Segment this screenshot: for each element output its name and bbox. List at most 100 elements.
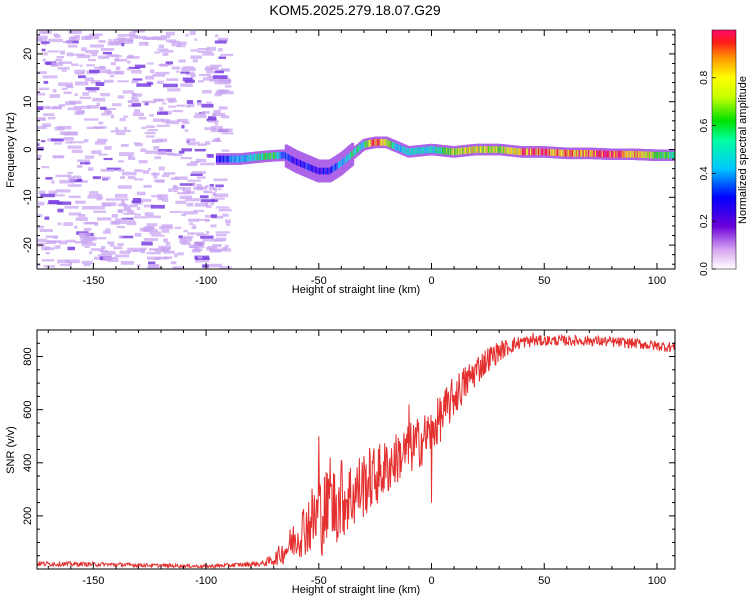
noise-speck <box>186 104 191 108</box>
noise-speck <box>185 198 200 202</box>
snr-panel: -150 -100 -50 0 50 100 200 400 600 800 Height of … <box>5 329 676 596</box>
x-tick-label: 100 <box>648 575 666 587</box>
noise-speck <box>74 69 86 74</box>
noise-speck <box>57 208 64 213</box>
noise-speck <box>84 77 94 82</box>
noise-speck <box>144 132 156 135</box>
noise-speck <box>92 176 101 180</box>
noise-speck <box>224 244 229 249</box>
noise-speck <box>210 130 221 133</box>
noise-speck <box>139 247 147 250</box>
x-tick-label: 100 <box>648 275 666 287</box>
noise-speck <box>89 69 100 73</box>
noise-speck <box>158 245 171 250</box>
noise-speck <box>143 184 152 188</box>
noise-speck <box>191 226 197 229</box>
noise-speck <box>209 78 224 82</box>
noise-speck <box>65 84 73 88</box>
noise-speck <box>213 75 228 79</box>
noise-speck <box>112 38 126 43</box>
noise-speck <box>197 218 210 221</box>
noise-speck <box>170 210 183 213</box>
noise-speck <box>121 200 125 204</box>
noise-speck <box>87 58 97 62</box>
noise-speck <box>158 166 165 171</box>
noise-speck <box>134 178 144 181</box>
noise-speck <box>92 237 107 240</box>
noise-speck <box>61 69 67 72</box>
noise-speck <box>54 34 61 38</box>
noise-speck <box>44 62 52 65</box>
noise-speck <box>179 195 193 200</box>
noise-speck <box>220 115 230 119</box>
noise-speck <box>183 211 198 215</box>
noise-speck <box>83 238 97 241</box>
noise-speck <box>202 238 217 242</box>
noise-speck <box>56 201 72 205</box>
noise-speck <box>88 167 94 171</box>
noise-speck <box>102 51 112 55</box>
noise-speck <box>143 204 154 208</box>
noise-speck <box>195 158 207 163</box>
noise-speck <box>212 215 224 219</box>
noise-speck <box>103 157 113 161</box>
noise-speck <box>66 52 74 57</box>
noise-speck <box>52 105 62 110</box>
noise-speck <box>59 179 75 184</box>
noise-speck <box>159 50 174 53</box>
noise-speck <box>97 217 112 221</box>
noise-speck <box>189 222 194 226</box>
noise-speck <box>152 73 166 77</box>
noise-speck <box>151 195 162 198</box>
noise-speck <box>38 201 45 206</box>
noise-speck <box>84 35 100 40</box>
noise-speck <box>215 233 227 237</box>
noise-speck <box>145 42 149 46</box>
noise-speck <box>37 154 42 157</box>
noise-speck <box>220 68 230 71</box>
noise-speck <box>129 34 138 39</box>
noise-speck <box>128 155 132 159</box>
noise-speck <box>38 190 46 195</box>
noise-speck <box>144 101 149 106</box>
y-tick-label: 0 <box>22 146 34 152</box>
x-tick-label: -100 <box>195 275 217 287</box>
noise-speck <box>85 49 99 54</box>
noise-speck <box>98 40 106 43</box>
noise-speck <box>67 246 75 251</box>
noise-speck <box>195 257 210 260</box>
noise-speck <box>54 142 62 145</box>
noise-speck <box>172 187 185 190</box>
noise-speck <box>163 238 168 243</box>
noise-speck <box>117 243 124 246</box>
noise-speck <box>181 148 192 152</box>
noise-speck <box>115 254 130 258</box>
noise-speck <box>188 103 195 107</box>
noise-speck <box>114 218 127 222</box>
noise-speck <box>178 150 185 154</box>
noise-speck <box>166 97 176 101</box>
noise-speck <box>82 92 89 96</box>
noise-speck <box>121 203 125 207</box>
noise-speck <box>107 258 119 263</box>
noise-speck <box>146 267 161 269</box>
noise-speck <box>214 239 224 242</box>
snr-axes: -150 -100 -50 0 50 100 200 400 600 800 <box>22 330 675 587</box>
x-tick-label: 0 <box>428 275 434 287</box>
noise-speck <box>209 187 215 190</box>
noise-speck <box>157 194 168 199</box>
noise-speck <box>126 220 136 223</box>
noise-speck <box>162 102 167 105</box>
noise-speck <box>174 267 181 269</box>
noise-speck <box>131 97 139 101</box>
noise-speck <box>184 129 189 132</box>
y-tick-label: 800 <box>22 347 34 365</box>
noise-speck <box>148 261 156 265</box>
noise-speck <box>181 214 187 217</box>
noise-speck <box>101 112 111 116</box>
noise-speck <box>68 176 76 180</box>
noise-speck <box>121 43 125 47</box>
noise-speck <box>187 232 194 235</box>
noise-speck <box>70 141 85 144</box>
noise-speck <box>121 217 134 220</box>
